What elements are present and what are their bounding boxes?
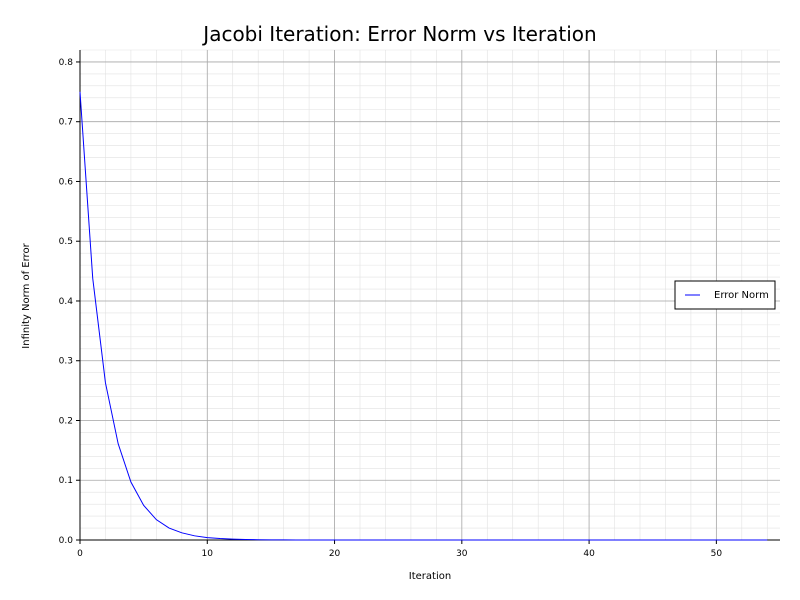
y-tick-label: 0.5 (59, 237, 73, 247)
ticks: 0 10 20 30 40 50 0.0 0.1 0.2 0.3 0.4 0.5 0.6 0.7 0.8 (59, 58, 723, 559)
x-tick-label: 40 (583, 549, 595, 559)
y-tick-label: 0.4 (59, 297, 74, 307)
y-tick-label: 0.2 (59, 416, 73, 426)
x-tick-label: 20 (329, 549, 341, 559)
y-tick-label: 0.8 (59, 58, 74, 68)
y-tick-label: 0.3 (59, 357, 73, 367)
x-tick-label: 10 (202, 549, 214, 559)
x-tick-label: 30 (456, 549, 468, 559)
y-axis-label: Infinity Norm of Error (21, 242, 32, 348)
y-tick-label: 0.6 (59, 177, 74, 187)
x-tick-label: 50 (711, 549, 723, 559)
y-tick-label: 0.1 (59, 476, 73, 486)
y-tick-label: 0.7 (59, 118, 73, 128)
y-tick-label: 0.0 (59, 536, 74, 546)
x-tick-label: 0 (77, 549, 83, 559)
chart-title: Jacobi Iteration: Error Norm vs Iteratio… (201, 22, 596, 46)
x-axis-label: Iteration (409, 571, 451, 582)
legend-label: Error Norm (714, 290, 769, 301)
legend: Error Norm (674, 280, 776, 310)
series-line-error-norm (79, 91, 768, 541)
series-layer (79, 91, 768, 541)
